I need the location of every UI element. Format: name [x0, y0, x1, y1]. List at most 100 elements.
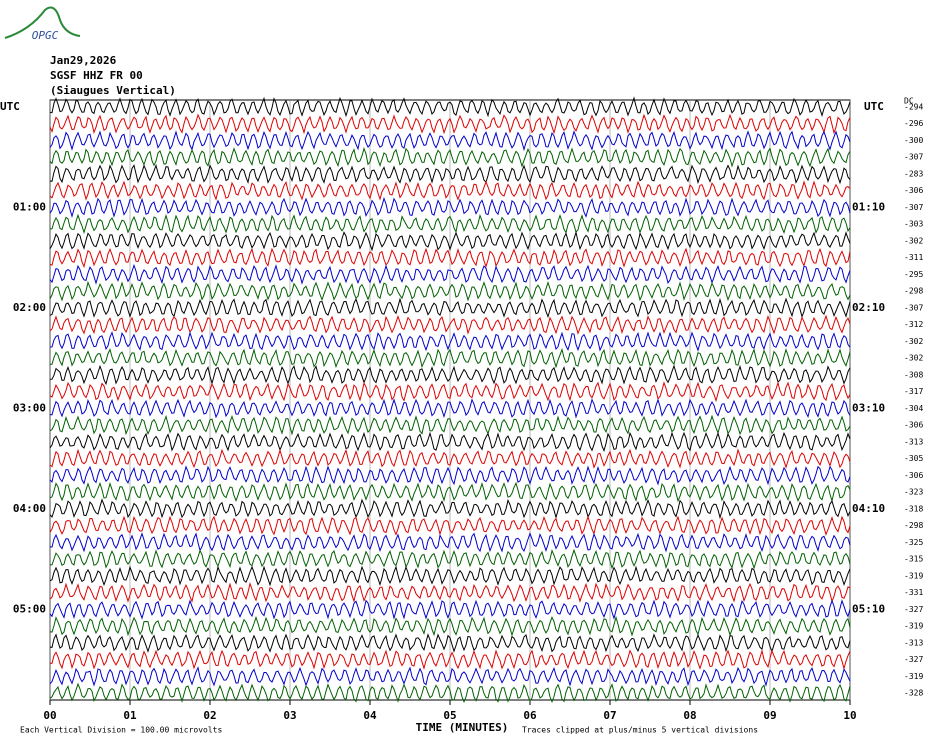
offset-label: -331 — [904, 588, 923, 597]
hour-label: 01:00 — [13, 200, 46, 213]
trace — [49, 414, 851, 436]
trace — [49, 465, 851, 486]
offset-label: -308 — [904, 370, 923, 379]
right-axis-label: UTC — [864, 100, 884, 113]
trace — [49, 146, 851, 168]
footnote: Traces clipped at plus/minus 5 vertical … — [522, 726, 758, 735]
offset-label: -311 — [904, 253, 923, 262]
hour-label: 04:10 — [852, 502, 885, 515]
footnote: Each Vertical Division = 100.00 microvol… — [20, 726, 222, 735]
trace — [49, 180, 851, 201]
trace — [49, 648, 851, 671]
x-tick-label: 09 — [763, 709, 776, 722]
trace — [49, 565, 851, 587]
hour-label: 04:00 — [13, 502, 46, 515]
hour-label: 02:10 — [852, 301, 885, 314]
trace — [49, 431, 851, 453]
x-tick-label: 03 — [283, 709, 296, 722]
trace — [49, 581, 851, 604]
hour-label: 05:10 — [852, 602, 885, 615]
trace — [49, 280, 851, 302]
offset-label: -317 — [904, 387, 923, 396]
offset-label: -298 — [904, 287, 923, 296]
x-tick-label: 04 — [363, 709, 377, 722]
trace — [49, 247, 851, 269]
offset-label: -327 — [904, 655, 923, 664]
hour-label: 05:00 — [13, 602, 46, 615]
x-tick-label: 01 — [123, 709, 137, 722]
offset-label: -313 — [904, 437, 923, 446]
trace — [49, 213, 851, 235]
trace — [49, 113, 851, 135]
trace — [49, 130, 851, 152]
offset-label: -319 — [904, 571, 923, 580]
trace — [49, 96, 851, 118]
offset-label: -313 — [904, 638, 923, 647]
offset-label: -319 — [904, 672, 923, 681]
x-tick-label: 05 — [443, 709, 456, 722]
left-axis-label: UTC — [0, 100, 20, 113]
logo: OPGC — [32, 29, 59, 42]
offset-label: -319 — [904, 622, 923, 631]
trace — [49, 263, 851, 285]
title-line: Jan29,2026 — [50, 54, 117, 67]
offset-label: -305 — [904, 454, 923, 463]
offset-label: -325 — [904, 538, 923, 547]
hour-label: 03:10 — [852, 401, 885, 414]
offset-label: -303 — [904, 220, 923, 229]
trace — [49, 666, 851, 687]
trace — [49, 599, 851, 620]
offset-label: -307 — [904, 153, 923, 162]
trace — [49, 398, 851, 419]
trace — [49, 297, 851, 319]
offset-label: -283 — [904, 169, 923, 178]
trace — [49, 481, 851, 503]
offset-label: -302 — [904, 236, 923, 245]
trace — [49, 633, 851, 654]
offset-label: -318 — [904, 504, 923, 513]
trace — [49, 196, 851, 219]
offset-header: DC — [904, 97, 914, 106]
trace — [49, 448, 851, 469]
title-line: SGSF HHZ FR 00 — [50, 69, 143, 82]
trace — [49, 682, 851, 704]
trace — [49, 515, 851, 536]
offset-label: -307 — [904, 303, 923, 312]
trace — [49, 532, 851, 553]
offset-label: -302 — [904, 337, 923, 346]
x-tick-label: 10 — [843, 709, 856, 722]
offset-label: -304 — [904, 404, 923, 413]
offset-label: -300 — [904, 136, 923, 145]
x-tick-label: 07 — [603, 709, 616, 722]
offset-label: -298 — [904, 521, 923, 530]
offset-label: -306 — [904, 186, 923, 195]
offset-label: -295 — [904, 270, 923, 279]
hour-label: 02:00 — [13, 301, 46, 314]
logo-mark — [4, 6, 81, 39]
title-line: (Siaugues Vertical) — [50, 84, 176, 97]
trace — [49, 615, 851, 637]
trace — [50, 347, 851, 369]
offset-label: -294 — [904, 103, 923, 112]
x-tick-label: 02 — [203, 709, 216, 722]
trace — [49, 498, 851, 520]
offset-label: -306 — [904, 471, 923, 480]
trace — [49, 381, 851, 403]
trace — [49, 548, 851, 570]
offset-label: -323 — [904, 488, 923, 497]
hour-label: 03:00 — [13, 401, 46, 414]
trace — [49, 163, 851, 185]
x-axis-label: TIME (MINUTES) — [416, 721, 509, 734]
x-tick-label: 00 — [43, 709, 56, 722]
offset-label: -312 — [904, 320, 923, 329]
offset-label: -328 — [904, 689, 923, 698]
trace — [49, 230, 851, 252]
trace — [49, 364, 851, 386]
offset-label: -307 — [904, 203, 923, 212]
offset-label: -327 — [904, 605, 923, 614]
offset-label: -296 — [904, 119, 923, 128]
offset-label: -306 — [904, 421, 923, 430]
x-tick-label: 08 — [683, 709, 696, 722]
trace — [49, 330, 851, 352]
